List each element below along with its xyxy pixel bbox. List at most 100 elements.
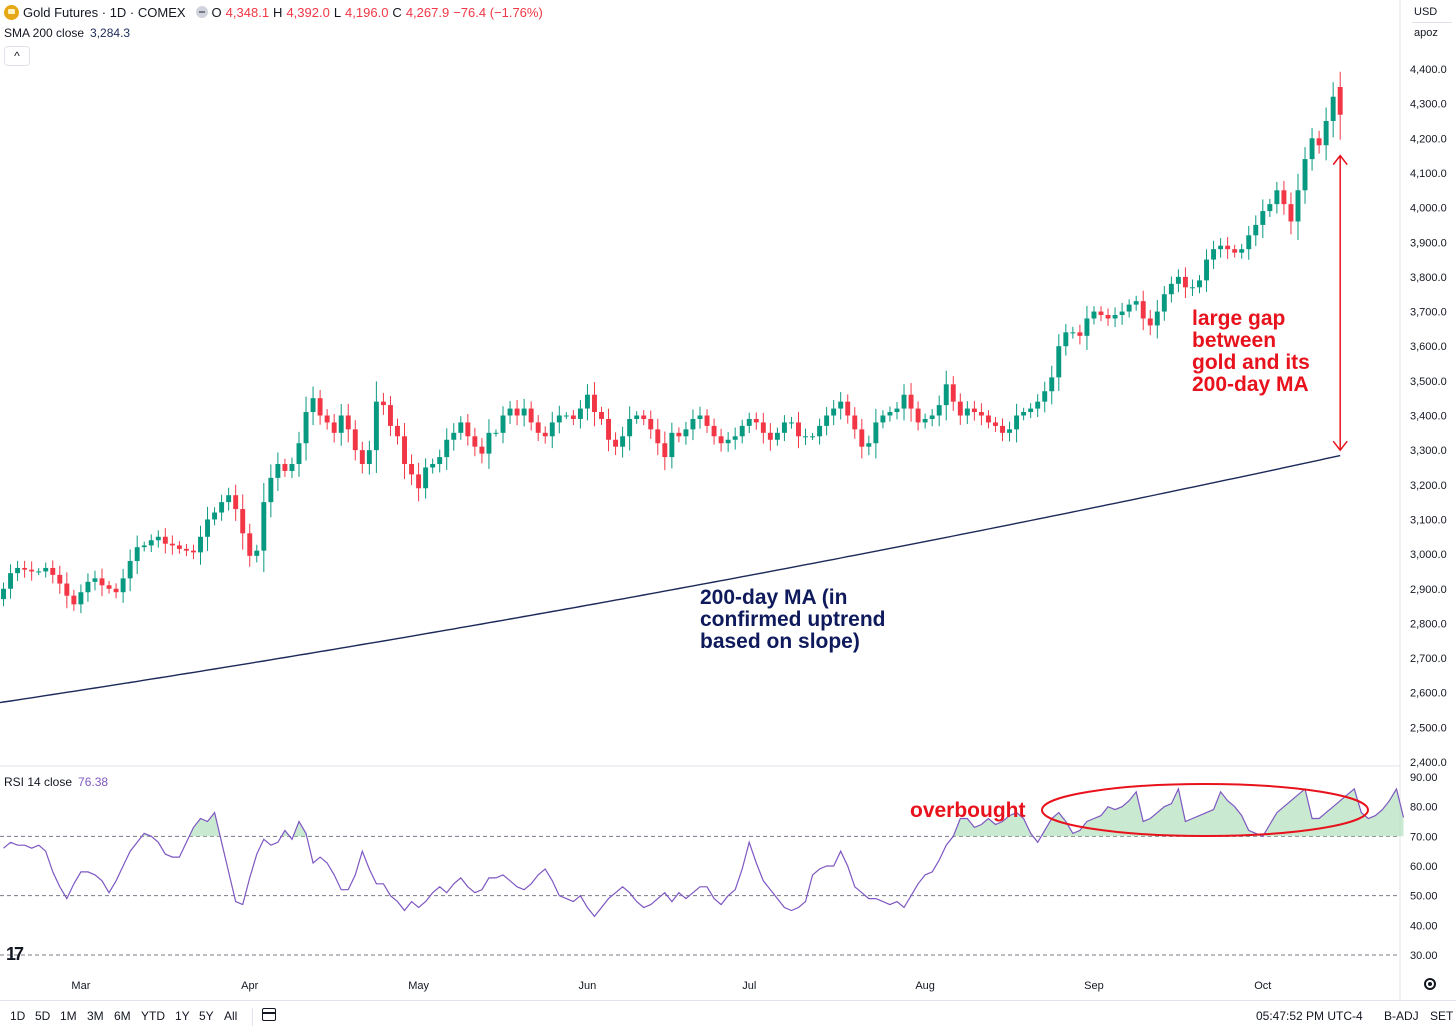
candle [1105, 308, 1111, 326]
candle [205, 506, 210, 551]
price-tick-label: 4,100.0 [1410, 168, 1447, 180]
candle [613, 432, 619, 456]
candle [240, 494, 246, 550]
candle [774, 427, 780, 446]
gap-annotation: large gap between gold and its 200-day M… [1192, 307, 1310, 396]
candle [1063, 324, 1069, 356]
range-1y-button[interactable]: 1Y [175, 1009, 190, 1023]
candle [1084, 305, 1090, 350]
candle [1056, 334, 1062, 391]
candle [402, 422, 407, 479]
candle [985, 410, 991, 429]
price-tick-label: 3,700.0 [1410, 307, 1447, 319]
time-tick-label: Oct [1254, 980, 1271, 992]
candle [191, 544, 196, 560]
candle [331, 413, 337, 443]
range-5y-button[interactable]: 5Y [199, 1009, 214, 1023]
sma-label: SMA 200 close [4, 26, 85, 40]
clock-time[interactable]: 05:47:52 PM UTC-4 [1256, 1009, 1363, 1023]
rsi-axis: 30.00 40.00 50.00 60.00 70.00 80.00 90.00 [1410, 772, 1438, 962]
price-tick-label: 4,200.0 [1410, 133, 1447, 145]
rsi-tick-label: 60.00 [1410, 861, 1438, 873]
rsi-legend[interactable]: RSI 14 close 76.38 [4, 775, 108, 789]
candle [662, 431, 668, 471]
session-button[interactable]: SET [1430, 1009, 1454, 1023]
range-1m-button[interactable]: 1M [60, 1009, 77, 1023]
candle [584, 384, 590, 421]
range-6m-button[interactable]: 6M [114, 1009, 131, 1023]
candle [275, 452, 281, 491]
currency-divider [1412, 22, 1452, 23]
price-tick-label: 3,800.0 [1410, 272, 1447, 284]
candle [85, 573, 91, 602]
candle [866, 435, 872, 456]
candle [936, 395, 942, 427]
ma-annotation: 200-day MA (in confirmed uptrend based o… [700, 586, 886, 653]
candle [268, 464, 274, 518]
sma-legend[interactable]: SMA 200 close 3,284.3 [4, 26, 130, 40]
candle [1182, 267, 1188, 299]
chart-canvas[interactable]: 2,400.0 2,500.0 2,600.0 2,700.0 2,800.0 2,900… [0, 0, 1456, 1000]
range-3m-button[interactable]: 3M [87, 1009, 104, 1023]
candle [1337, 71, 1343, 140]
candle [781, 415, 787, 442]
candle [620, 426, 626, 458]
change-value: −76.4 (−1.76%) [453, 4, 543, 20]
candle [134, 535, 140, 575]
candles [1, 71, 1343, 614]
high-value: 4,392.0 [286, 4, 330, 20]
price-axis: 2,400.0 2,500.0 2,600.0 2,700.0 2,800.0 2,900… [1399, 0, 1447, 1000]
candle [352, 420, 358, 461]
sma-value: 3,284.3 [90, 26, 131, 40]
candle [641, 410, 647, 426]
candle [1175, 269, 1181, 293]
candle [226, 487, 232, 511]
candle [345, 403, 351, 443]
range-all-button[interactable]: All [224, 1009, 238, 1023]
candle [416, 462, 422, 502]
overbought-ellipse [1041, 783, 1369, 837]
tradingview-logo-icon[interactable]: 17 [6, 944, 24, 964]
range-5d-button[interactable]: 5D [35, 1009, 51, 1023]
calendar-icon[interactable] [262, 1008, 276, 1021]
sma-200-line [0, 454, 1341, 704]
candle [606, 408, 612, 452]
candle [1112, 307, 1118, 328]
rsi-bands [0, 835, 1400, 956]
rsi-tick-label: 50.00 [1410, 891, 1438, 903]
chart-header: Gold Futures · 1D · COMEX O 4,348.1 H 4,39… [0, 0, 1400, 70]
candle [859, 418, 865, 459]
candle [1049, 365, 1055, 405]
price-tick-label: 4,000.0 [1410, 203, 1447, 215]
candle [64, 572, 70, 609]
toolbar-divider [252, 1008, 253, 1026]
candle [1218, 238, 1224, 258]
candle [1168, 276, 1174, 303]
visibility-eye-icon[interactable] [195, 6, 208, 18]
candle [824, 407, 830, 436]
symbol-title[interactable]: Gold Futures · 1D · COMEX [23, 4, 186, 20]
price-tick-label: 4,300.0 [1410, 99, 1447, 111]
settings-gear-icon[interactable] [1424, 978, 1436, 990]
range-1d-button[interactable]: 1D [10, 1009, 26, 1023]
candle [1253, 215, 1259, 247]
price-tick-label: 3,300.0 [1410, 445, 1447, 457]
badj-button[interactable]: B-ADJ [1384, 1009, 1419, 1023]
candle [113, 583, 119, 599]
candle [760, 412, 766, 444]
candle [725, 432, 731, 452]
candle [1, 582, 6, 607]
currency-button[interactable]: USD [1414, 6, 1438, 18]
candle [901, 384, 907, 421]
candle [683, 421, 689, 445]
collapse-legend-button[interactable]: ^ [4, 46, 30, 66]
candle [535, 415, 541, 442]
rsi-tick-label: 80.00 [1410, 802, 1438, 814]
range-ytd-button[interactable]: YTD [141, 1009, 165, 1023]
price-tick-label: 3,400.0 [1410, 411, 1447, 423]
candle [648, 410, 654, 439]
candle [282, 458, 288, 477]
candle [1281, 180, 1287, 215]
candle [78, 584, 84, 614]
unit-button[interactable]: apoz [1414, 27, 1438, 39]
